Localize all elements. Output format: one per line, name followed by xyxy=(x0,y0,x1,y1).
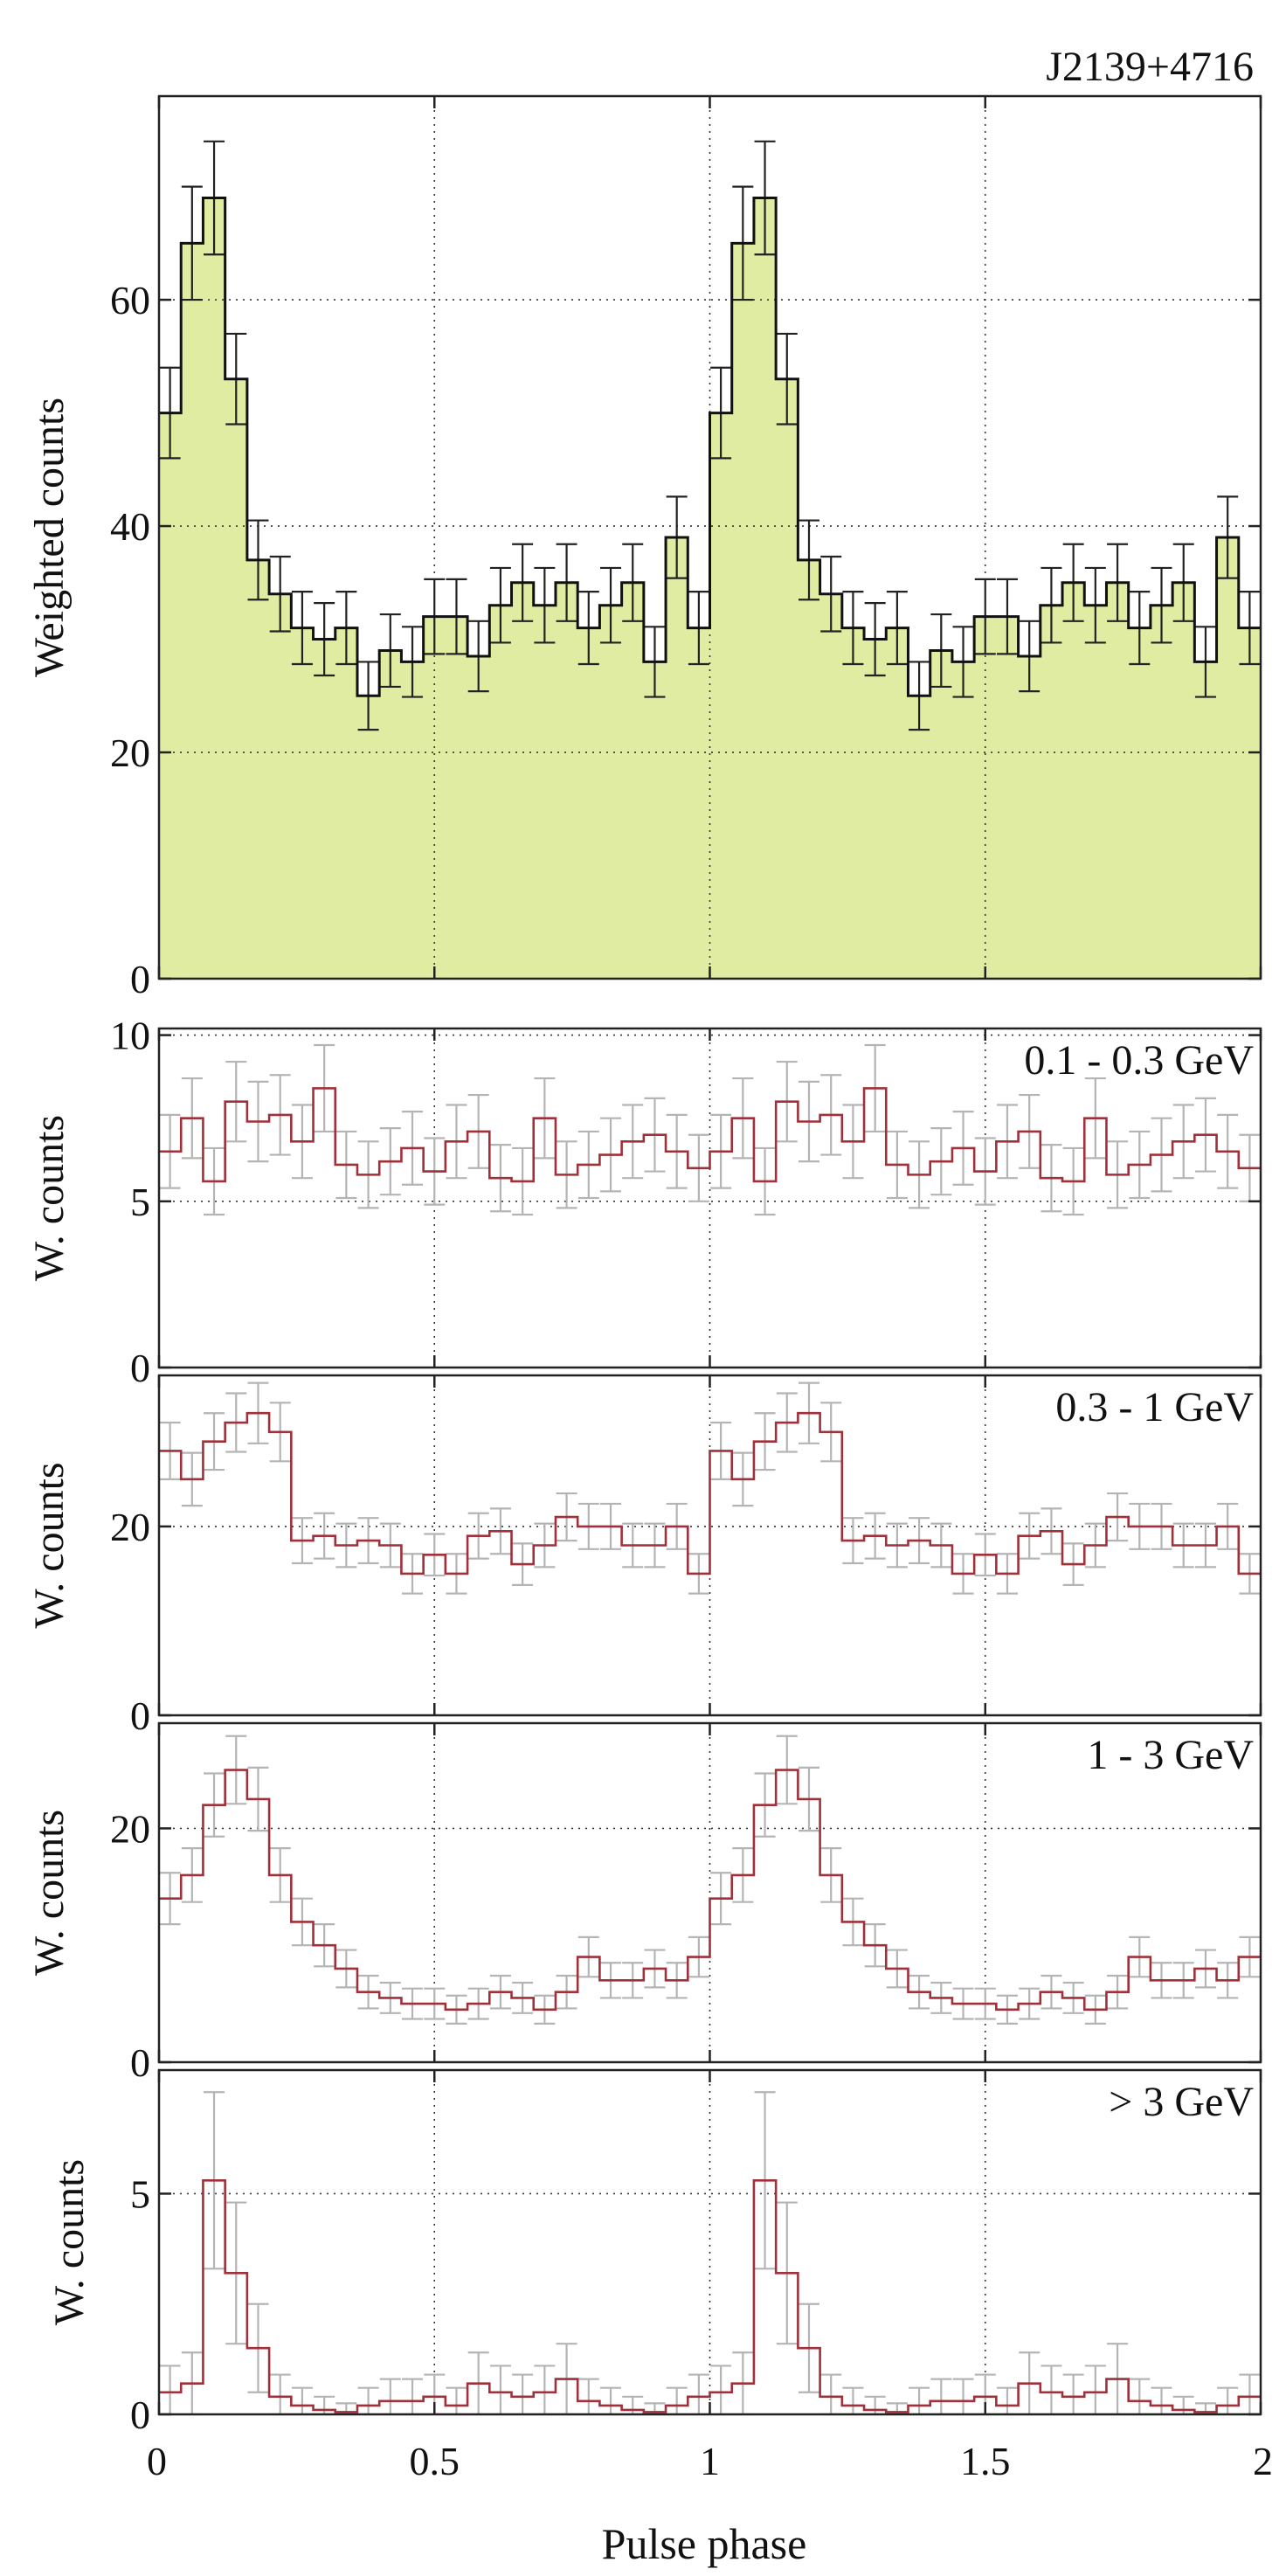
panel-3: 0 20 W. counts 1 - 3 GeV xyxy=(26,1721,1262,2085)
y-tick-label: 20 xyxy=(110,1505,150,1549)
panel-title: J2139+4716 xyxy=(1046,44,1254,90)
panel-title: > 3 GeV xyxy=(1109,2079,1254,2125)
y-axis-label: W. counts xyxy=(46,2159,93,2325)
histogram-step-line xyxy=(159,1769,1261,2012)
y-axis-label: Weighted counts xyxy=(26,398,73,677)
y-tick-label: 0 xyxy=(130,1693,150,1738)
panel-1: 0 5 10 W. counts 0.1 - 0.3 GeV xyxy=(26,1014,1262,1390)
histogram-step-line xyxy=(159,197,1261,697)
panel-0: 0 20 40 60 Weighted counts J2139+4716 xyxy=(26,44,1262,1001)
plot-frame xyxy=(157,2068,1262,2416)
panel-2: 0 20 W. counts 0.3 - 1 GeV xyxy=(26,1374,1262,1738)
y-tick-label: 10 xyxy=(110,1014,150,1058)
histogram-step-line xyxy=(159,1087,1261,1183)
histogram-step-line xyxy=(159,1411,1261,1575)
y-tick-label: 5 xyxy=(130,1180,150,1224)
panel-title: 0.3 - 1 GeV xyxy=(1055,1384,1254,1430)
panel-title: 0.1 - 0.3 GeV xyxy=(1024,1037,1254,1084)
x-tick-label: 0.5 xyxy=(410,2439,460,2483)
y-axis-label: W. counts xyxy=(26,1810,73,1976)
y-tick-label: 5 xyxy=(130,2171,150,2216)
panel-4: 0 5 W. counts > 3 GeV xyxy=(46,2068,1262,2437)
y-axis-label: W. counts xyxy=(26,1115,73,1281)
y-tick-label: 0 xyxy=(130,2040,150,2085)
x-tick-label: 0 xyxy=(147,2439,167,2483)
y-tick-label: 0 xyxy=(130,1346,150,1390)
y-tick-label: 20 xyxy=(110,731,150,775)
y-tick-label: 60 xyxy=(110,278,150,322)
x-tick-label: 1 xyxy=(700,2439,720,2483)
y-tick-label: 0 xyxy=(130,957,150,1001)
y-tick-label: 20 xyxy=(110,1806,150,1851)
histogram-step-line xyxy=(159,2178,1261,2413)
panel-title: 1 - 3 GeV xyxy=(1087,1732,1254,1778)
x-tick-label: 1.5 xyxy=(960,2439,1011,2483)
x-axis-label: Pulse phase xyxy=(602,2519,807,2568)
y-axis-label: W. counts xyxy=(26,1462,73,1628)
y-tick-label: 0 xyxy=(130,2392,150,2437)
y-tick-label: 40 xyxy=(110,504,150,549)
x-tick-label: 2 xyxy=(1253,2439,1273,2483)
